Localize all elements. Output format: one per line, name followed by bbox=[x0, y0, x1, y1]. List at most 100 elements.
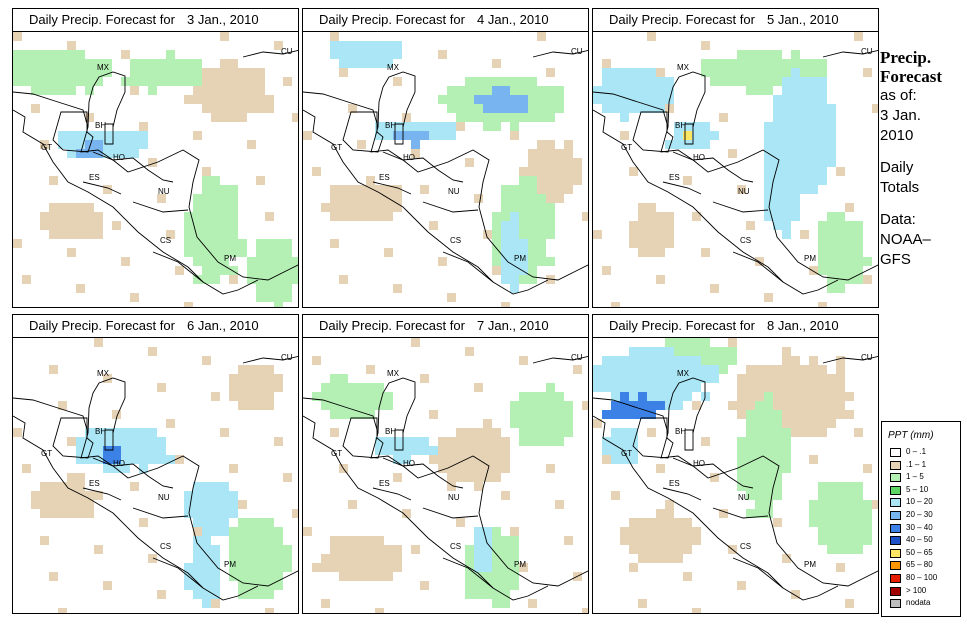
panel-title: Daily Precip. Forecast for 3 Jan., 2010 bbox=[12, 8, 299, 32]
legend-swatch bbox=[890, 574, 901, 583]
country-border bbox=[632, 417, 674, 459]
country-label: HO bbox=[113, 153, 125, 162]
country-label: GT bbox=[331, 449, 342, 458]
country-label: ES bbox=[89, 479, 100, 488]
panel-title-prefix: Daily Precip. Forecast for bbox=[319, 12, 465, 27]
legend-label: .1 – 1 bbox=[906, 459, 927, 469]
legend-label: 10 – 20 bbox=[906, 497, 933, 507]
country-label: PM bbox=[514, 254, 526, 263]
forecast-panel-4: Daily Precip. Forecast for 6 Jan., 2010 CU… bbox=[12, 314, 299, 614]
country-label: BH bbox=[385, 427, 396, 436]
country-label: CU bbox=[281, 47, 293, 56]
country-border bbox=[422, 201, 479, 213]
country-border bbox=[442, 251, 494, 283]
country-label: HO bbox=[113, 459, 125, 468]
side-heading-line2: Forecast bbox=[880, 67, 942, 86]
daily-line1: Daily bbox=[880, 159, 914, 176]
country-label: ES bbox=[379, 479, 390, 488]
legend-label: 40 – 50 bbox=[906, 535, 933, 545]
country-label: BH bbox=[675, 427, 686, 436]
legend-title: PPT (mm) bbox=[888, 430, 934, 441]
country-label: NU bbox=[448, 187, 460, 196]
country-border bbox=[152, 557, 204, 589]
country-label: ES bbox=[669, 479, 680, 488]
country-border bbox=[303, 109, 549, 295]
legend-swatch bbox=[890, 498, 901, 508]
panel-title: Daily Precip. Forecast for 7 Jan., 2010 bbox=[302, 314, 589, 338]
country-label: CS bbox=[740, 542, 751, 551]
country-label: GT bbox=[621, 143, 632, 152]
country-label: ES bbox=[669, 173, 680, 182]
country-label: CS bbox=[450, 542, 461, 551]
country-border bbox=[377, 377, 416, 434]
country-border bbox=[593, 109, 839, 295]
data-line2: NOAA– bbox=[880, 231, 931, 248]
country-label: MX bbox=[97, 369, 110, 378]
legend-swatch bbox=[890, 561, 901, 571]
country-border bbox=[712, 507, 769, 519]
country-border bbox=[92, 457, 174, 489]
country-label: BH bbox=[95, 121, 106, 130]
legend-label: 80 – 100 bbox=[906, 573, 938, 582]
legend-label: 65 – 80 bbox=[906, 560, 933, 570]
panel-title: Daily Precip. Forecast for 8 Jan., 2010 bbox=[592, 314, 879, 338]
country-border bbox=[372, 487, 412, 501]
asof-line3: 2010 bbox=[880, 127, 914, 144]
legend-swatch bbox=[890, 536, 901, 546]
country-border bbox=[593, 91, 878, 281]
precip-map-svg: CU MX BH GT HO ES NU CS PM bbox=[303, 338, 588, 613]
country-border bbox=[92, 151, 174, 183]
precip-map: CU MX BH GT HO ES NU CS PM bbox=[302, 31, 589, 308]
side-info: Precip. Forecast as of: 3 Jan. 2010 Dail… bbox=[880, 48, 966, 270]
precip-field bbox=[303, 338, 588, 613]
forecast-panel-3: Daily Precip. Forecast for 5 Jan., 2010 CU… bbox=[592, 8, 879, 308]
legend-swatch bbox=[890, 586, 901, 596]
legend-label: 0 – .1 bbox=[906, 447, 927, 456]
precip-field bbox=[13, 32, 298, 307]
country-border bbox=[13, 109, 259, 295]
panel-title: Daily Precip. Forecast for 5 Jan., 2010 bbox=[592, 8, 879, 32]
legend-swatch bbox=[890, 460, 901, 470]
country-border bbox=[394, 123, 404, 145]
panel-title: Daily Precip. Forecast for 4 Jan., 2010 bbox=[302, 8, 589, 32]
data-line1: Data: bbox=[880, 211, 916, 228]
country-border bbox=[382, 457, 464, 489]
country-border bbox=[394, 429, 404, 451]
country-border bbox=[662, 487, 702, 501]
country-label: GT bbox=[331, 143, 342, 152]
panel-title-prefix: Daily Precip. Forecast for bbox=[609, 12, 755, 27]
legend-swatch bbox=[890, 599, 901, 609]
precip-legend: PPT (mm) 0 – .1 .1 – 1 1 – 5 5 – 10 10 – 20 2… bbox=[881, 421, 961, 617]
legend-label: 1 – 5 bbox=[906, 472, 924, 482]
precip-map: CU MX BH GT HO ES NU CS PM bbox=[12, 337, 299, 614]
legend-swatch bbox=[890, 473, 901, 483]
precip-map: CU MX BH GT HO ES NU CS PM bbox=[592, 337, 879, 614]
precip-map-svg: CU MX BH GT HO ES NU CS PM bbox=[593, 32, 878, 307]
country-border bbox=[732, 557, 784, 589]
country-label: CS bbox=[740, 236, 751, 245]
country-label: NU bbox=[738, 493, 750, 502]
country-border bbox=[377, 71, 416, 128]
panel-title-prefix: Daily Precip. Forecast for bbox=[29, 12, 175, 27]
country-label: GT bbox=[41, 143, 52, 152]
side-heading-line1: Precip. bbox=[880, 48, 932, 67]
country-border bbox=[52, 111, 94, 153]
country-label: PM bbox=[224, 560, 236, 569]
precip-map: CU MX BH GT HO ES NU CS PM bbox=[302, 337, 589, 614]
asof-line2: 3 Jan. bbox=[880, 107, 921, 124]
country-label: MX bbox=[677, 369, 690, 378]
panel-title: Daily Precip. Forecast for 6 Jan., 2010 bbox=[12, 314, 299, 338]
country-label: CS bbox=[450, 236, 461, 245]
country-label: MX bbox=[677, 63, 690, 72]
country-border bbox=[684, 429, 694, 451]
country-label: BH bbox=[95, 427, 106, 436]
country-label: MX bbox=[387, 369, 400, 378]
country-label: PM bbox=[804, 254, 816, 263]
legend-swatch bbox=[890, 448, 901, 457]
country-border bbox=[422, 507, 479, 519]
country-border bbox=[632, 111, 674, 153]
precip-map-svg: CU MX BH GT HO ES NU CS PM bbox=[13, 338, 298, 613]
country-border bbox=[13, 91, 298, 281]
country-label: ES bbox=[89, 173, 100, 182]
country-border bbox=[104, 123, 114, 145]
